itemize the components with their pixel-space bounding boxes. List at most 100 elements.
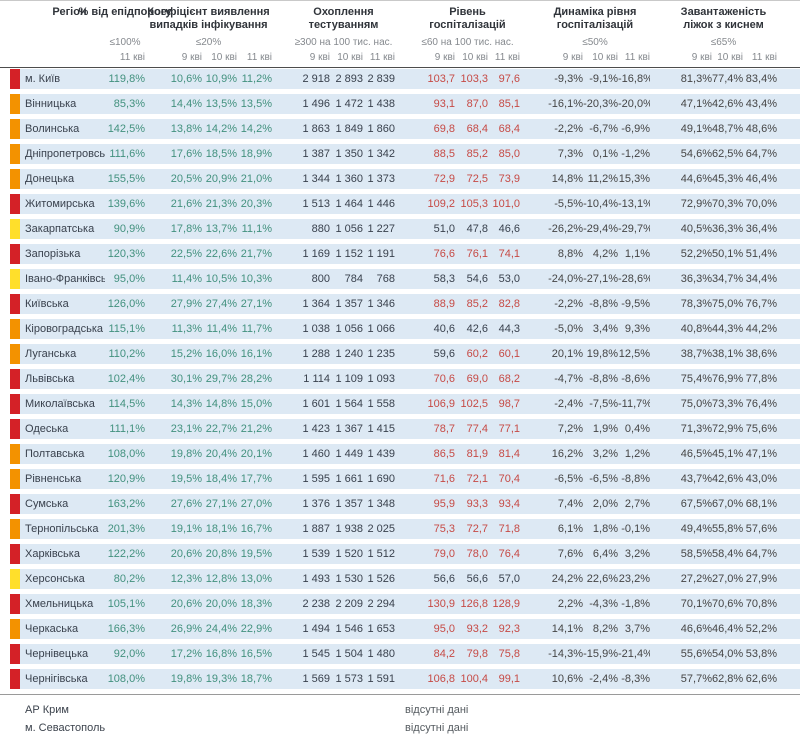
region-name: Закарпатська	[20, 219, 105, 239]
hospitalization-dynamics-value: 7,3%	[520, 144, 583, 164]
date-label: 11 кві	[119, 52, 145, 63]
testing-coverage-value: 1 493	[272, 569, 330, 589]
testing-coverage-value: 1 494	[272, 619, 330, 639]
hospitalization-dynamics-value: 0,4%	[618, 419, 650, 439]
oxygen-bed-occupancy-value: 70,1%	[650, 594, 712, 614]
detection-rate-value: 18,9%	[237, 144, 272, 164]
oxygen-bed-occupancy-value: 55,8%	[712, 519, 743, 539]
epid-value: 110,2%	[105, 344, 145, 364]
table-row: Кіровоградська 115,1% 11,3% 11,4% 11,7% …	[0, 319, 800, 339]
table-row: Харківська 122,2% 20,6% 20,8% 19,5% 1 53…	[0, 544, 800, 564]
testing-coverage-value: 2 238	[272, 594, 330, 614]
testing-coverage-value: 800	[272, 269, 330, 289]
detection-threshold: ≤20%	[195, 37, 222, 48]
hospitalization-level-value: 87,0	[455, 94, 488, 114]
hospitalization-dynamics-value: -2,4%	[520, 394, 583, 414]
hospitalization-level-value: 109,2	[395, 194, 455, 214]
hospitalization-dynamics-value: -4,7%	[520, 369, 583, 389]
detection-rate-value: 19,8%	[145, 444, 202, 464]
oxygen-bed-occupancy-value: 49,4%	[650, 519, 712, 539]
testing-coverage-value: 1 591	[363, 669, 395, 689]
oxygen-bed-occupancy-value: 71,3%	[650, 419, 712, 439]
hospitalization-dynamics-value: -5,5%	[520, 194, 583, 214]
detection-rate-value: 13,7%	[202, 219, 237, 239]
detection-rate-value: 16,8%	[202, 644, 237, 664]
hospitalization-level-value: 71,8	[488, 519, 520, 539]
epid-value: 80,2%	[105, 569, 145, 589]
detection-rate-value: 10,5%	[202, 269, 237, 289]
table-row: Київська 126,0% 27,9% 27,4% 27,1% 1 364 …	[0, 294, 800, 314]
hospitalization-level-value: 130,9	[395, 594, 455, 614]
hospitalization-level-value: 72,7	[455, 519, 488, 539]
hospitalization-dynamics-value: 1,1%	[618, 244, 650, 264]
oxygen-bed-occupancy-value: 76,9%	[712, 369, 743, 389]
epid-value: 119,8%	[105, 69, 145, 89]
hospitalization-dynamics-value: -2,4%	[583, 669, 618, 689]
hospitalization-dynamics-value: -4,3%	[583, 594, 618, 614]
oxygen-bed-occupancy-value: 43,4%	[743, 94, 777, 114]
detection-rate-value: 20,0%	[202, 594, 237, 614]
hospitalization-level-value: 79,8	[455, 644, 488, 664]
detection-rate-value: 19,5%	[237, 544, 272, 564]
hospitalization-level-value: 84,2	[395, 644, 455, 664]
testing-coverage-value: 1 512	[363, 544, 395, 564]
hospitalization-level-value: 79,0	[395, 544, 455, 564]
hospitalization-dynamics-value: -2,2%	[520, 119, 583, 139]
hospitalization-level-value: 72,5	[455, 169, 488, 189]
hospitalization-level-value: 59,6	[395, 344, 455, 364]
detection-rate-value: 11,4%	[202, 319, 237, 339]
epid-value: 142,5%	[105, 119, 145, 139]
region-name: Харківська	[20, 544, 105, 564]
detection-rate-value: 14,2%	[237, 119, 272, 139]
region-name: Чернівецька	[20, 644, 105, 664]
table-row: Полтавська 108,0% 19,8% 20,4% 20,1% 1 46…	[0, 444, 800, 464]
hospitalization-level-value: 82,8	[488, 294, 520, 314]
testing-coverage-value: 1 496	[272, 94, 330, 114]
testing-coverage-value: 1 169	[272, 244, 330, 264]
table-row: Дніпропетровська 111,6% 17,6% 18,5% 18,9…	[0, 144, 800, 164]
testing-coverage-value: 2 294	[363, 594, 395, 614]
detection-rate-value: 20,1%	[237, 444, 272, 464]
hospitalization-level-value: 92,3	[488, 619, 520, 639]
oxygen-bed-occupancy-value: 77,4%	[712, 69, 743, 89]
region-status-marker	[10, 594, 20, 614]
detection-rate-value: 22,6%	[202, 244, 237, 264]
epid-value: 122,2%	[105, 544, 145, 564]
testing-coverage-value: 1 513	[272, 194, 330, 214]
no-data-label: відсутні дані	[405, 722, 469, 734]
testing-coverage-column-title: Охоплення тестуванням	[308, 6, 379, 31]
no-data-row: м. Севастополь відсутні дані	[0, 719, 800, 737]
hospitalization-level-value: 72,9	[395, 169, 455, 189]
oxygen-bed-occupancy-value: 75,0%	[712, 294, 743, 314]
detection-rate-value: 16,0%	[202, 344, 237, 364]
detection-rate-value: 11,3%	[145, 319, 202, 339]
region-name: Вінницька	[20, 94, 105, 114]
oxygen-bed-occupancy-value: 42,6%	[712, 469, 743, 489]
hospitalization-dynamics-value: -8,8%	[583, 294, 618, 314]
oxygen-bed-occupancy-value: 72,9%	[650, 194, 712, 214]
epid-value: 90,9%	[105, 219, 145, 239]
detection-rate-value: 17,7%	[237, 469, 272, 489]
hospitalization-level-value: 47,8	[455, 219, 488, 239]
date-label: 10 кві	[211, 52, 237, 63]
testing-coverage-value: 1 357	[330, 294, 363, 314]
oxygen-bed-occupancy-value: 53,8%	[743, 644, 777, 664]
epid-value: 92,0%	[105, 644, 145, 664]
hospitalization-level-value: 75,8	[488, 644, 520, 664]
detection-rate-value: 27,9%	[145, 294, 202, 314]
oxygen-bed-occupancy-value: 43,0%	[743, 469, 777, 489]
hospitalization-dynamics-value: 11,2%	[583, 169, 618, 189]
no-data-section: АР Крим відсутні дані м. Севастополь від…	[0, 694, 800, 737]
region-status-marker	[10, 619, 20, 639]
region-status-marker	[10, 569, 20, 589]
table-row: Запорізька 120,3% 22,5% 22,6% 21,7% 1 16…	[0, 244, 800, 264]
oxygen-bed-occupancy-value: 68,1%	[743, 494, 777, 514]
detection-rate-value: 22,9%	[237, 619, 272, 639]
hospitalization-dynamics-value: 8,2%	[583, 619, 618, 639]
testing-coverage-value: 1 601	[272, 394, 330, 414]
oxygen-bed-occupancy-value: 57,7%	[650, 669, 712, 689]
hospitalization-level-value: 102,5	[455, 394, 488, 414]
hospitalization-dynamics-value: 19,8%	[583, 344, 618, 364]
detection-rate-value: 18,3%	[237, 594, 272, 614]
